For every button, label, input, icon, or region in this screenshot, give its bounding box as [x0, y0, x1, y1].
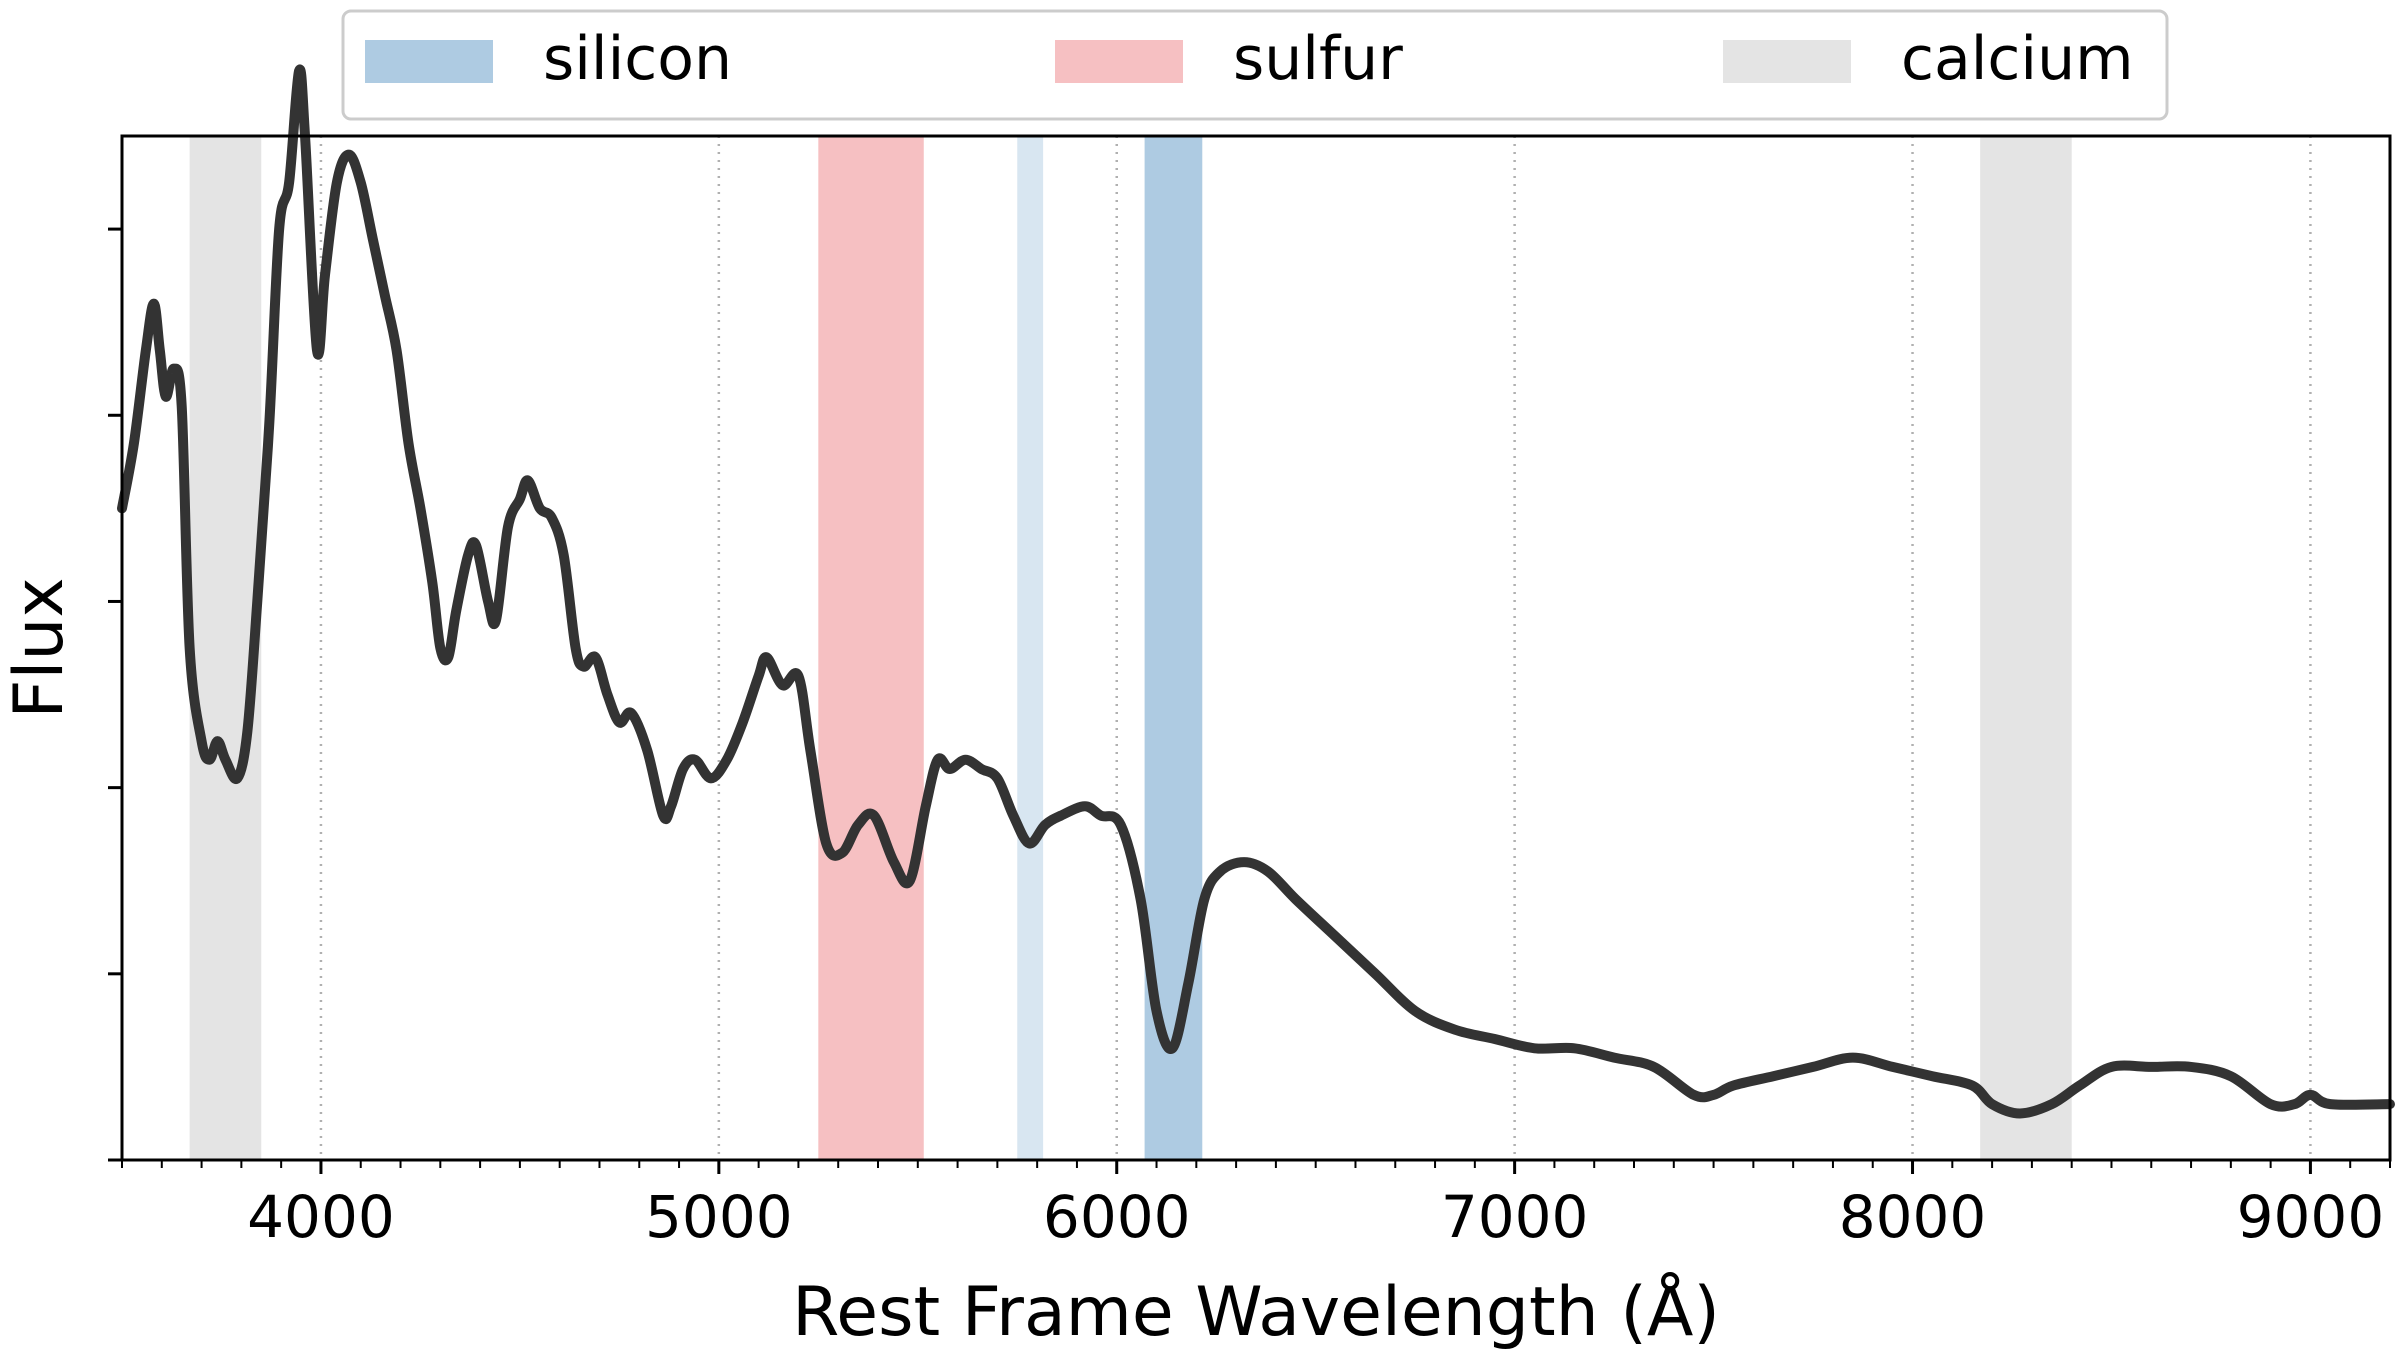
y-axis-label: Flux — [0, 577, 79, 718]
band-calcium — [1980, 136, 2072, 1160]
band-sulfur — [818, 136, 924, 1160]
x-tick-label-5000: 5000 — [645, 1183, 793, 1251]
spectrum-line — [117, 64, 2395, 1119]
legend-swatch-calcium — [1723, 40, 1851, 83]
legend-label-calcium: calcium — [1901, 24, 2134, 94]
x-tick-label-6000: 6000 — [1043, 1183, 1191, 1251]
vertical-gridlines — [319, 136, 2312, 1160]
legend-entries: silicon sulfur calcium — [365, 24, 2134, 94]
legend-label-sulfur: sulfur — [1233, 24, 1403, 94]
element-bands — [189, 136, 2072, 1160]
legend: silicon sulfur calcium — [341, 9, 2169, 121]
x-tick-label-9000: 9000 — [2237, 1183, 2385, 1251]
x-axis-label: Rest Frame Wavelength (Å) — [792, 1271, 1720, 1350]
x-tick-label-7000: 7000 — [1441, 1183, 1589, 1251]
axis-ticks: 4000 5000 6000 7000 8000 9000 — [108, 227, 2391, 1251]
x-tick-label-8000: 8000 — [1839, 1183, 1987, 1251]
legend-label-silicon: silicon — [543, 24, 732, 94]
spectrum-line-layer — [117, 64, 2395, 1119]
legend-swatch-silicon — [365, 40, 493, 83]
plot-frame — [120, 134, 2392, 1162]
x-tick-label-4000: 4000 — [247, 1183, 395, 1251]
legend-swatch-sulfur — [1055, 40, 1183, 83]
band-silicon — [1017, 136, 1044, 1160]
legend-box — [341, 9, 2169, 121]
